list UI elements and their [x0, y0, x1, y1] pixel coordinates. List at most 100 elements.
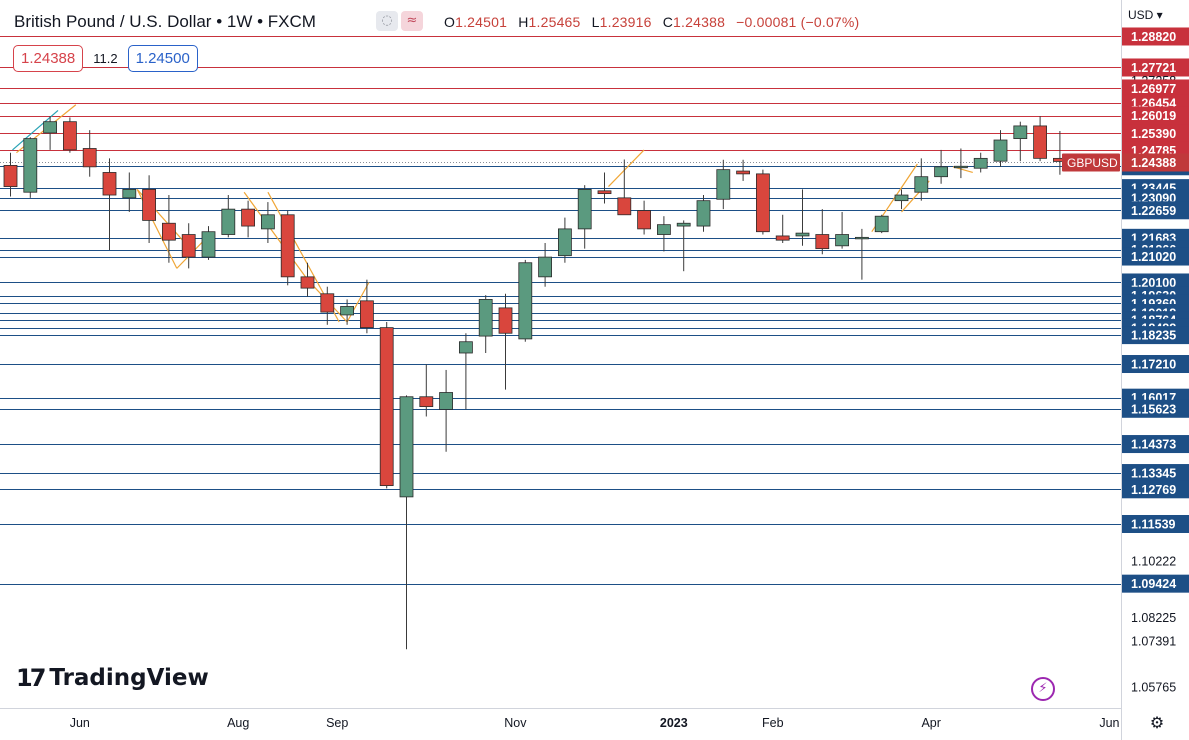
bolt-icon[interactable]: ⚡: [1031, 677, 1055, 701]
candle-down: [815, 234, 830, 250]
time-tick-label: Sep: [326, 716, 348, 730]
candle-up: [399, 396, 414, 498]
candle-down: [379, 327, 394, 487]
price-tick-label: 1.26977: [1131, 82, 1176, 96]
candle-down: [498, 307, 513, 334]
pattern-line: [608, 149, 645, 187]
tradingview-logo[interactable]: 17 TradingView: [16, 664, 209, 692]
price-tick-label: 1.09424: [1131, 577, 1176, 591]
candle-up: [894, 194, 909, 202]
candle-up: [340, 306, 355, 316]
candle-up: [558, 228, 572, 257]
candle-down: [359, 300, 374, 329]
time-tick-label: Jun: [1099, 716, 1119, 730]
price-label-bg: [1122, 79, 1189, 98]
price-label-bg: [1122, 464, 1189, 483]
candle-up: [577, 188, 592, 230]
candle-up: [439, 392, 454, 410]
eye-off-icon[interactable]: ◌: [376, 11, 398, 31]
candle-up: [458, 341, 473, 354]
candle-up: [538, 256, 552, 278]
high-label: H: [518, 14, 529, 30]
time-tick-label: Feb: [762, 716, 784, 730]
candle-down: [280, 214, 295, 278]
time-tick-label: Nov: [504, 716, 527, 730]
time-axis: [0, 708, 1121, 740]
candle-down: [300, 276, 315, 289]
price-tick-label: 1.13345: [1131, 467, 1176, 481]
time-tick-label: 2023: [660, 716, 688, 730]
price-label-bg: [1122, 514, 1189, 533]
price-tick-label: 1.27721: [1131, 61, 1176, 75]
price-label-bg: [1122, 124, 1189, 143]
time-tick-label: Jun: [70, 716, 90, 730]
wave-icon[interactable]: ≈: [401, 11, 423, 31]
candle-down: [142, 188, 157, 221]
candle-up: [518, 262, 533, 340]
symbol-title[interactable]: British Pound / U.S. Dollar • 1W • FXCM: [14, 12, 316, 31]
candle-up: [696, 200, 711, 227]
candle-up: [716, 169, 731, 200]
candle-up: [23, 138, 38, 193]
candle-up: [676, 222, 691, 227]
low-value: 1.23916: [599, 14, 652, 30]
price-tick-label: 1.21020: [1131, 250, 1176, 264]
candle-up: [1013, 125, 1028, 140]
price-tick-label: 1.20100: [1131, 276, 1176, 290]
candle-down: [320, 293, 335, 313]
spread-value: 11.2: [93, 51, 118, 66]
order-panel: 1.24388 11.2 1.24500: [13, 45, 198, 72]
price-tick-label: 1.25390: [1131, 127, 1176, 141]
candle-up: [43, 121, 57, 134]
candle-down: [181, 234, 196, 258]
price-tick-label: 1.26019: [1131, 109, 1176, 123]
candle-down: [63, 121, 77, 151]
price-tick-label: 1.15623: [1131, 402, 1176, 416]
candle-up: [954, 165, 968, 169]
price-tick-label: 1.22659: [1131, 204, 1176, 218]
price-tick-label: 1.11539: [1131, 517, 1176, 531]
current-price-value: 1.24388: [1131, 156, 1176, 170]
candle-up: [201, 231, 216, 258]
currency-selector[interactable]: USD ▾: [1128, 8, 1163, 22]
candle-up: [835, 234, 849, 247]
candle-up: [914, 176, 929, 193]
candle-up: [260, 214, 275, 230]
candle-up: [122, 188, 137, 199]
candle-up: [657, 224, 671, 235]
candle-down: [617, 197, 632, 216]
logo-text: TradingView: [49, 665, 209, 691]
candle-down: [419, 396, 434, 408]
price-label-bg: [1122, 106, 1189, 125]
candle-down: [1033, 125, 1047, 159]
buy-button[interactable]: 1.24500: [127, 45, 198, 72]
price-label-bg: [1122, 58, 1189, 77]
price-label-bg: [1122, 574, 1189, 593]
price-label-bg: [1122, 480, 1189, 499]
candle-down: [756, 173, 770, 233]
ohlc-readout: O1.24501 H1.25465 L1.23916 C1.24388 −0.0…: [444, 14, 866, 30]
symbol-tag: GBPUSD: [1067, 156, 1118, 170]
price-tick-label: 1.05765: [1131, 680, 1176, 694]
price-label-bg: [1122, 201, 1189, 220]
price-label-bg: [1122, 247, 1189, 266]
chart-header: British Pound / U.S. Dollar • 1W • FXCM …: [0, 0, 1120, 44]
time-tick-label: Aug: [227, 716, 249, 730]
price-tick-label: 1.08225: [1131, 611, 1176, 625]
candle-down: [161, 222, 176, 241]
price-label-bg: [1122, 435, 1189, 454]
open-label: O: [444, 14, 456, 30]
candle-up: [973, 157, 988, 169]
candle-down: [736, 170, 750, 175]
price-tick-label: 1.07391: [1131, 635, 1176, 649]
gear-icon[interactable]: ⚙: [1149, 713, 1165, 732]
candle-down: [102, 172, 117, 196]
time-tick-label: Apr: [921, 716, 940, 730]
low-label: L: [591, 14, 600, 30]
current-price-tag: [1122, 153, 1189, 172]
sell-button[interactable]: 1.24388: [13, 45, 84, 72]
candle-down: [775, 235, 790, 241]
candle-up: [795, 232, 810, 237]
